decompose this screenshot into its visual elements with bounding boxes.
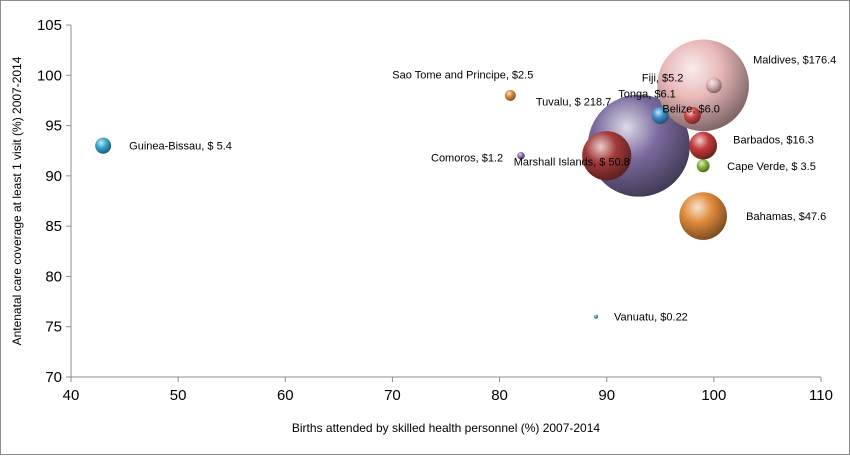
data-label-barbados: Barbados, $16.3 [733,135,814,147]
data-label-bahamas: Bahamas, $47.6 [746,211,826,223]
data-label-marshall-islands: Marshall Islands, $ 50.8 [514,157,630,169]
x-tick-label: 80 [491,387,508,404]
data-label-vanuatu: Vanuatu, $0.22 [614,312,688,324]
y-tick-label: 80 [45,268,62,285]
data-label-belize: Belize, $6.0 [662,104,719,116]
data-label-tuvalu: Tuvalu, $ 218.7 [536,97,611,109]
y-tick-label: 95 [45,118,62,135]
data-label-tonga: Tonga, $6.1 [618,89,676,101]
x-tick-label: 70 [384,387,401,404]
data-label-maldives: Maldives, $176.4 [753,54,836,66]
y-tick-label: 100 [37,67,62,84]
y-tick-label: 105 [37,17,62,34]
bubble-vanuatu [594,314,598,319]
data-label-sao-tome-and-principe: Sao Tome and Principe, $2.5 [392,69,533,81]
bubble-guinea-bissau [95,137,112,154]
bubble-comoros [517,151,525,160]
data-label-comoros: Comoros, $1.2 [431,153,503,165]
x-tick-label: 50 [170,387,187,404]
bubble-tonga [651,106,669,125]
bubble-sao-tome-and-principe [504,89,516,101]
x-ticks: 40 50 60 70 80 90 100 110 [63,377,833,404]
bubble-marshall-islands [582,131,632,181]
bubble-belize [683,107,701,124]
x-tick-label: 40 [63,387,80,404]
axes: 40 50 60 70 80 90 100 110 70 75 80 85 90 95 100 105 [37,17,833,404]
data-label-fiji: Fiji, $5.2 [642,72,684,84]
y-tick-label: 90 [45,168,62,185]
y-tick-label: 75 [45,319,62,336]
bubble-cape-verde [696,159,710,173]
data-label-cape-verde: Cape Verde, $ 3.5 [727,161,816,173]
y-tick-label: 70 [45,369,62,386]
data-labels: Tuvalu, $ 218.7 Maldives, $176.4 Marshall … [129,54,836,323]
bubbles [95,39,749,319]
y-axis-title: Antenatal care coverage at least 1 visit… [10,56,24,345]
bubble-fiji [705,77,722,94]
y-tick-label: 85 [45,218,62,235]
bubble-barbados [689,131,718,160]
x-tick-label: 100 [701,387,726,404]
bubble-maldives [657,39,749,132]
x-tick-label: 60 [277,387,294,404]
x-tick-label: 90 [598,387,615,404]
x-tick-label: 110 [809,387,833,404]
data-label-guinea-bissau: Guinea-Bissau, $ 5.4 [129,141,232,153]
bubble-bahamas [679,192,727,240]
y-ticks: 70 75 80 85 90 95 100 105 [37,17,71,386]
x-axis-title: Births attended by skilled health person… [292,421,601,435]
